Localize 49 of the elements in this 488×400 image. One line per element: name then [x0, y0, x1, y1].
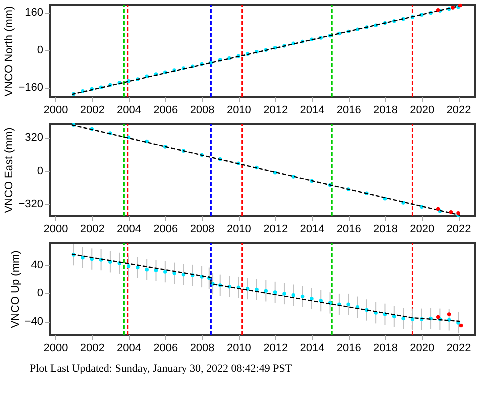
- x-tick-label: 2000: [44, 224, 68, 236]
- y-tick-label: −320: [18, 198, 44, 211]
- x-tick-label: 2008: [190, 104, 215, 116]
- x-tick-label: 2018: [373, 342, 398, 354]
- x-tick-label: 2022: [446, 342, 472, 354]
- x-tick-label: 2010: [226, 104, 252, 116]
- x-tick-label: 2014: [300, 342, 325, 354]
- x-tick-label: 2008: [190, 224, 215, 236]
- y-tick-label: 160: [25, 7, 44, 20]
- x-tick-label: 2018: [373, 224, 398, 236]
- y-tick-label: 0: [37, 288, 44, 300]
- y-tick-label: 40: [31, 259, 44, 272]
- x-tick-label: 2020: [410, 224, 435, 236]
- x-tick-label: 2022: [446, 224, 472, 236]
- x-tick-label: 2012: [264, 224, 288, 236]
- x-tick-label: 2008: [190, 342, 215, 354]
- x-tick-label: 2014: [300, 104, 325, 116]
- x-tick-label: 2006: [154, 104, 178, 116]
- x-tick-label: 2004: [117, 104, 142, 116]
- x-tick-label: 2016: [336, 224, 362, 236]
- x-tick-label: 2018: [373, 104, 398, 116]
- x-tick-label: 2006: [154, 342, 178, 354]
- x-tick-label: 2004: [117, 224, 142, 236]
- y-tick-label: 0: [37, 165, 44, 178]
- y-tick-label: −40: [24, 316, 44, 328]
- y-axis-title: VNCO North (mm): [4, 6, 16, 97]
- x-tick-label: 2012: [264, 104, 288, 116]
- x-tick-label: 2002: [80, 342, 105, 354]
- y-axis-title: VNCO Up (mm): [10, 250, 22, 328]
- y-tick-label: 320: [25, 132, 44, 144]
- x-tick-label: 2002: [80, 224, 105, 236]
- x-tick-label: 2000: [44, 104, 68, 116]
- x-tick-label: 2002: [80, 104, 105, 116]
- x-tick-label: 2010: [226, 342, 252, 354]
- x-tick-label: 2004: [117, 342, 142, 354]
- x-tick-label: 2020: [410, 342, 435, 354]
- x-tick-label: 2016: [336, 342, 362, 354]
- x-tick-label: 2016: [336, 104, 362, 116]
- x-tick-label: 2014: [300, 224, 325, 236]
- text: Plot Last Updated: Sunday, January 30, 2022 08:42:49 PST: [30, 363, 292, 375]
- x-tick-label: 2020: [410, 104, 435, 116]
- x-tick-label: 2000: [44, 342, 68, 354]
- y-tick-label: −160: [18, 82, 44, 94]
- x-tick-label: 2012: [264, 342, 288, 354]
- x-tick-label: 2010: [226, 224, 252, 236]
- y-axis-title: VNCO East (mm): [4, 128, 16, 214]
- x-tick-label: 2006: [154, 224, 178, 236]
- y-tick-label: 0: [37, 44, 44, 57]
- x-tick-label: 2022: [446, 104, 472, 116]
